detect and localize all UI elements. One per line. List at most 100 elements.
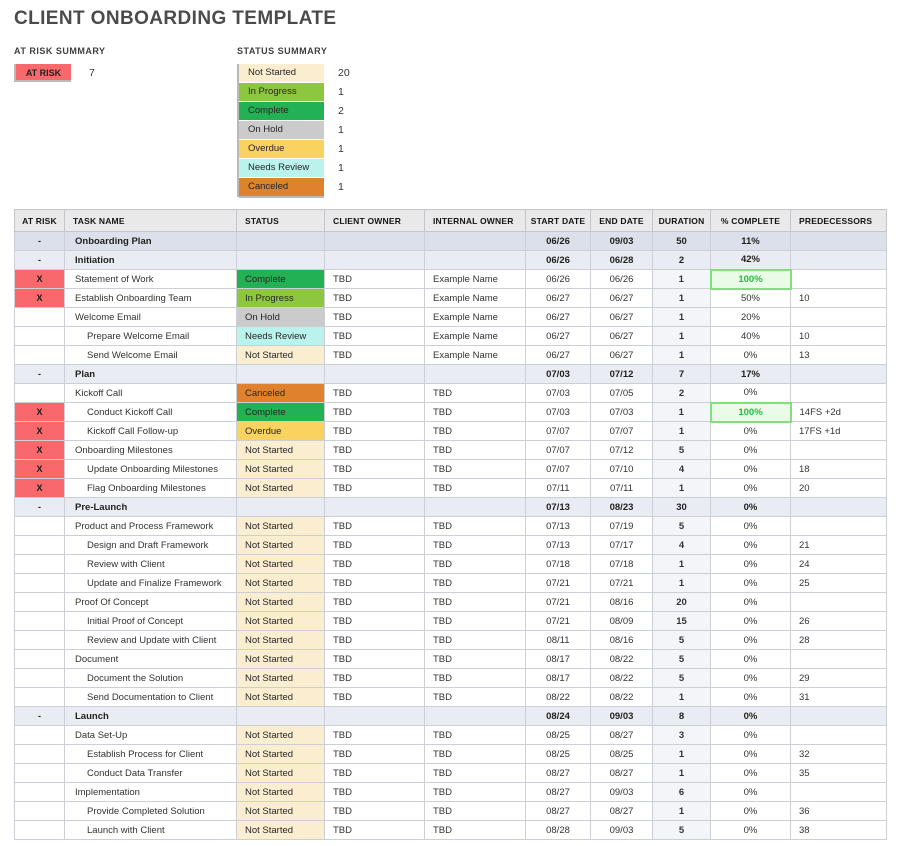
start-date-cell[interactable]: 08/22	[525, 687, 591, 707]
percent-complete-cell[interactable]: 0%	[710, 478, 791, 498]
at-risk-cell[interactable]	[14, 725, 65, 745]
task-name-cell[interactable]: Launch	[64, 706, 237, 726]
start-date-cell[interactable]: 07/11	[525, 478, 591, 498]
internal-owner-cell[interactable]	[424, 706, 526, 726]
client-owner-cell[interactable]: TBD	[324, 687, 425, 707]
duration-cell[interactable]: 3	[652, 725, 711, 745]
end-date-cell[interactable]: 07/12	[590, 440, 653, 460]
predecessors-cell[interactable]	[790, 440, 887, 460]
duration-cell[interactable]: 6	[652, 782, 711, 802]
end-date-cell[interactable]: 08/25	[590, 744, 653, 764]
percent-complete-cell[interactable]: 0%	[710, 554, 791, 574]
internal-owner-cell[interactable]: TBD	[424, 801, 526, 821]
status-cell[interactable]: Not Started	[236, 459, 325, 479]
end-date-cell[interactable]: 06/27	[590, 288, 653, 308]
status-cell[interactable]: Not Started	[236, 592, 325, 612]
at-risk-badge[interactable]: AT RISK	[14, 64, 71, 82]
task-name-cell[interactable]: Design and Draft Framework	[64, 535, 237, 555]
percent-complete-cell[interactable]: 40%	[710, 326, 791, 346]
start-date-cell[interactable]: 07/03	[525, 402, 591, 422]
start-date-cell[interactable]: 08/24	[525, 706, 591, 726]
end-date-cell[interactable]: 06/26	[590, 269, 653, 289]
start-date-cell[interactable]: 07/13	[525, 516, 591, 536]
start-date-cell[interactable]: 08/25	[525, 725, 591, 745]
end-date-cell[interactable]: 06/27	[590, 307, 653, 327]
client-owner-cell[interactable]: TBD	[324, 782, 425, 802]
predecessors-cell[interactable]: 25	[790, 573, 887, 593]
client-owner-cell[interactable]: TBD	[324, 725, 425, 745]
task-name-cell[interactable]: Review and Update with Client	[64, 630, 237, 650]
task-name-cell[interactable]: Document	[64, 649, 237, 669]
at-risk-cell[interactable]	[14, 668, 65, 688]
predecessors-cell[interactable]	[790, 364, 887, 384]
internal-owner-cell[interactable]: Example Name	[424, 288, 526, 308]
at-risk-cell[interactable]	[14, 763, 65, 783]
predecessors-cell[interactable]: 35	[790, 763, 887, 783]
percent-complete-cell[interactable]: 0%	[710, 459, 791, 479]
percent-complete-cell[interactable]: 0%	[710, 497, 791, 517]
start-date-cell[interactable]: 07/21	[525, 611, 591, 631]
duration-cell[interactable]: 5	[652, 516, 711, 536]
task-name-cell[interactable]: Implementation	[64, 782, 237, 802]
internal-owner-cell[interactable]: TBD	[424, 782, 526, 802]
end-date-cell[interactable]: 08/16	[590, 592, 653, 612]
internal-owner-cell[interactable]: TBD	[424, 668, 526, 688]
predecessors-cell[interactable]: 36	[790, 801, 887, 821]
duration-cell[interactable]: 1	[652, 421, 711, 441]
client-owner-cell[interactable]: TBD	[324, 535, 425, 555]
client-owner-cell[interactable]: TBD	[324, 421, 425, 441]
status-cell[interactable]: Not Started	[236, 649, 325, 669]
task-name-cell[interactable]: Launch with Client	[64, 820, 237, 840]
status-cell[interactable]: Not Started	[236, 630, 325, 650]
at-risk-cell[interactable]	[14, 649, 65, 669]
percent-complete-cell[interactable]: 0%	[710, 592, 791, 612]
status-count[interactable]: 1	[338, 162, 344, 174]
duration-cell[interactable]: 1	[652, 687, 711, 707]
percent-complete-cell[interactable]: 20%	[710, 307, 791, 327]
status-count[interactable]: 1	[338, 181, 344, 193]
task-name-cell[interactable]: Onboarding Plan	[64, 231, 237, 251]
duration-cell[interactable]: 1	[652, 744, 711, 764]
predecessors-cell[interactable]	[790, 649, 887, 669]
duration-cell[interactable]: 5	[652, 630, 711, 650]
predecessors-cell[interactable]: 28	[790, 630, 887, 650]
task-name-cell[interactable]: Prepare Welcome Email	[64, 326, 237, 346]
predecessors-cell[interactable]: 32	[790, 744, 887, 764]
task-name-cell[interactable]: Onboarding Milestones	[64, 440, 237, 460]
end-date-cell[interactable]: 08/22	[590, 668, 653, 688]
status-chip[interactable]: Overdue	[239, 140, 324, 158]
task-name-cell[interactable]: Kickoff Call	[64, 383, 237, 403]
duration-cell[interactable]: 2	[652, 383, 711, 403]
internal-owner-cell[interactable]: TBD	[424, 554, 526, 574]
predecessors-cell[interactable]	[790, 231, 887, 251]
internal-owner-cell[interactable]: TBD	[424, 611, 526, 631]
end-date-cell[interactable]: 07/07	[590, 421, 653, 441]
status-chip[interactable]: On Hold	[239, 121, 324, 139]
predecessors-cell[interactable]: 21	[790, 535, 887, 555]
end-date-cell[interactable]: 07/11	[590, 478, 653, 498]
task-name-cell[interactable]: Establish Onboarding Team	[64, 288, 237, 308]
duration-cell[interactable]: 1	[652, 402, 711, 422]
predecessors-cell[interactable]: 38	[790, 820, 887, 840]
predecessors-cell[interactable]: 31	[790, 687, 887, 707]
duration-cell[interactable]: 1	[652, 345, 711, 365]
internal-owner-cell[interactable]: TBD	[424, 592, 526, 612]
end-date-cell[interactable]: 08/27	[590, 801, 653, 821]
end-date-cell[interactable]: 07/17	[590, 535, 653, 555]
end-date-cell[interactable]: 07/21	[590, 573, 653, 593]
client-owner-cell[interactable]: TBD	[324, 573, 425, 593]
duration-cell[interactable]: 30	[652, 497, 711, 517]
duration-cell[interactable]: 1	[652, 801, 711, 821]
task-name-cell[interactable]: Conduct Kickoff Call	[64, 402, 237, 422]
start-date-cell[interactable]: 08/27	[525, 782, 591, 802]
client-owner-cell[interactable]: TBD	[324, 744, 425, 764]
percent-complete-cell[interactable]: 17%	[710, 364, 791, 384]
predecessors-cell[interactable]	[790, 706, 887, 726]
percent-complete-cell[interactable]: 0%	[710, 421, 791, 441]
percent-complete-cell[interactable]: 0%	[710, 611, 791, 631]
task-name-cell[interactable]: Establish Process for Client	[64, 744, 237, 764]
status-cell[interactable]: Canceled	[236, 383, 325, 403]
internal-owner-cell[interactable]: TBD	[424, 725, 526, 745]
internal-owner-cell[interactable]: TBD	[424, 516, 526, 536]
percent-complete-cell[interactable]: 0%	[710, 782, 791, 802]
